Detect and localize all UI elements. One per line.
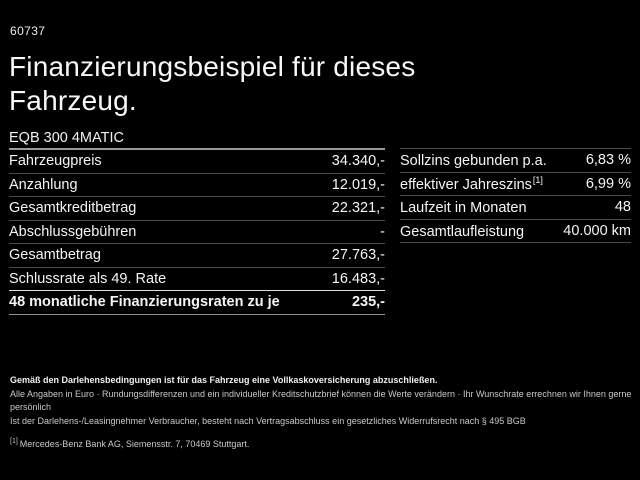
conditions-table: Sollzins gebunden p.a. 6,83 % effektiver… [400,148,631,243]
row-value: 34.340,- [331,153,385,170]
legal-footer: Gemäß den Darlehensbedingungen ist für d… [10,374,632,452]
table-row-gesamtkreditbetrag: Gesamtkreditbetrag 22.321,- [9,197,385,221]
disclaimer-line2: Ist der Darlehens-/Leasingnehmer Verbrau… [10,415,526,426]
row-label: Laufzeit in Monaten [400,200,527,217]
insurance-note: Gemäß den Darlehensbedingungen ist für d… [10,375,438,385]
footnote-text: Mercedes-Benz Bank AG, Siemensstr. 7, 70… [19,439,250,449]
table-row-effektiver-jahreszins: effektiver Jahreszins[1] 6,99 % [400,173,631,196]
financing-table: Fahrzeugpreis 34.340,- Anzahlung 12.019,… [9,148,385,315]
table-row-fahrzeugpreis: Fahrzeugpreis 34.340,- [9,150,385,174]
row-value: 235,- [351,294,385,311]
table-row-sollzins: Sollzins gebunden p.a. 6,83 % [400,149,631,173]
table-row-schlussrate: Schlussrate als 49. Rate 16.483,- [9,268,385,291]
vehicle-model: EQB 300 4MATIC [9,130,124,146]
table-row-gesamtbetrag: Gesamtbetrag 27.763,- [9,244,385,268]
bank-footnote: [1] Mercedes-Benz Bank AG, Siemensstr. 7,… [10,435,632,452]
row-value: 27.763,- [331,247,385,264]
footnote-ref: [1] [532,174,543,185]
row-value: 12.019,- [331,176,385,193]
row-label: Fahrzeugpreis [9,153,102,170]
row-label: Schlussrate als 49. Rate [9,270,167,287]
row-label: Abschlussgebühren [9,223,137,240]
disclaimer-line1: Alle Angaben in Euro · Rundungsdifferenz… [10,388,632,413]
image-ref-number: 60737 [10,24,46,38]
row-value: 6,99 % [585,175,631,192]
table-row-anzahlung: Anzahlung 12.019,- [9,174,385,197]
row-label: Gesamtbetrag [9,247,101,264]
row-value: 48 [614,199,631,216]
row-value: 6,83 % [585,152,631,169]
row-label: Sollzins gebunden p.a. [400,153,547,170]
row-label: 48 monatliche Finanzierungsraten zu je [9,294,280,311]
page-title-line2: Fahrzeug. [9,85,137,116]
footnote-marker: [1] [10,438,18,445]
row-value: - [380,223,385,240]
table-row-gesamtlaufleistung: Gesamtlaufleistung 40.000 km [400,220,631,243]
page-title-line1: Finanzierungsbeispiel für dieses [9,51,416,82]
row-value: 16.483,- [331,270,385,287]
row-value: 22.321,- [331,200,385,217]
row-label: Anzahlung [9,176,78,193]
table-row-abschlussgebuehren: Abschlussgebühren - [9,221,385,244]
table-row-monatsrate: 48 monatliche Finanzierungsraten zu je 2… [9,291,385,315]
row-label: Gesamtkreditbetrag [9,200,137,217]
row-value: 40.000 km [563,222,631,239]
row-label: effektiver Jahreszins[1] [400,174,543,193]
page-title: Finanzierungsbeispiel für dieses Fahrzeu… [9,50,415,118]
row-label: Gesamtlaufleistung [400,223,525,240]
table-row-laufzeit: Laufzeit in Monaten 48 [400,196,631,220]
